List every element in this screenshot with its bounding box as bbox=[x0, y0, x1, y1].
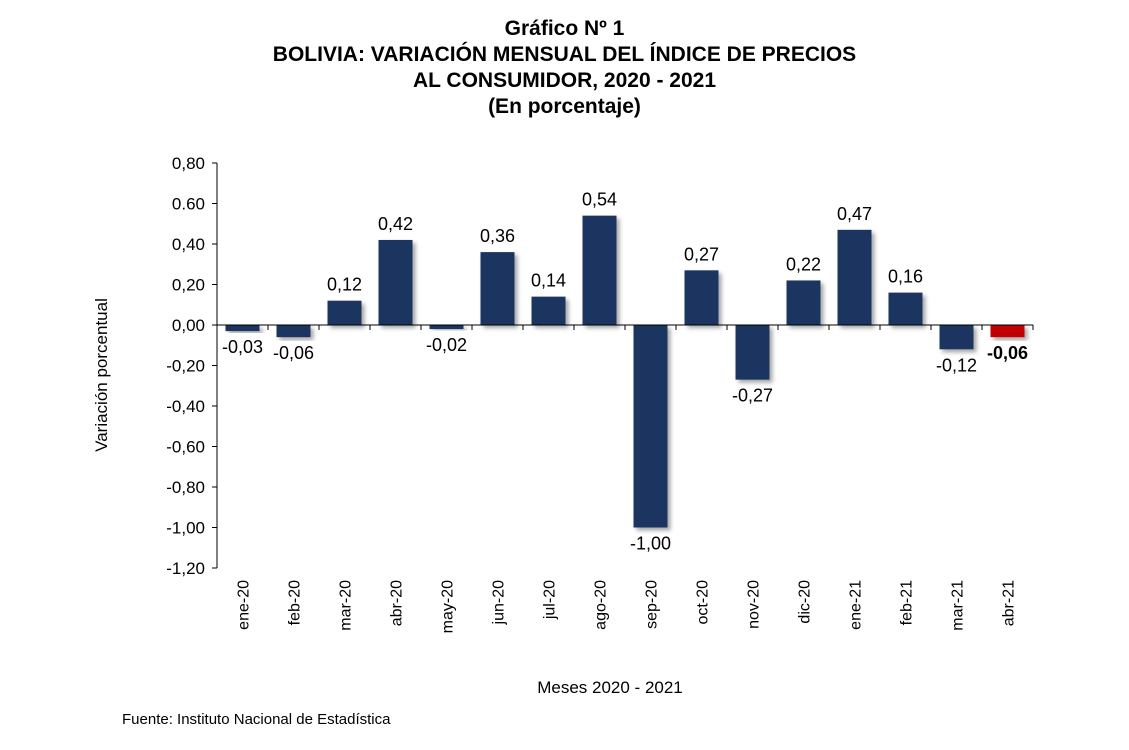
bar-jul-20 bbox=[531, 296, 566, 325]
x-tick-label: nov-20 bbox=[746, 580, 763, 629]
bar-feb-20 bbox=[276, 325, 311, 338]
y-tick-label: 0,20 bbox=[172, 276, 205, 295]
chart-title: Gráfico Nº 1 bbox=[504, 17, 625, 40]
bar-nov-20 bbox=[735, 325, 770, 380]
bar-sep-20 bbox=[633, 325, 668, 528]
y-axis-title: Variación porcentual bbox=[92, 298, 111, 452]
x-tick-label: jul-20 bbox=[542, 580, 559, 620]
data-label: 0,12 bbox=[327, 275, 362, 295]
x-tick-label: may-20 bbox=[440, 580, 457, 633]
y-tick-label: -1,20 bbox=[166, 559, 205, 578]
y-tick-label: 0,80 bbox=[172, 154, 205, 173]
x-tick-label: sep-20 bbox=[644, 580, 661, 629]
x-tick-label: mar-20 bbox=[338, 580, 355, 631]
x-tick-label: abr-21 bbox=[1001, 580, 1018, 626]
x-tick-label: ene-21 bbox=[848, 580, 865, 630]
x-tick-label: oct-20 bbox=[695, 580, 712, 625]
x-tick-label: dic-20 bbox=[797, 580, 814, 624]
chart-subtitle-line-2: AL CONSUMIDOR, 2020 - 2021 bbox=[412, 69, 717, 92]
chart-subtitle-line-1: BOLIVIA: VARIACIÓN MENSUAL DEL ÍNDICE DE… bbox=[272, 43, 857, 66]
bar-abr-21 bbox=[990, 325, 1025, 338]
bar-feb-21 bbox=[888, 292, 923, 325]
y-tick-label: -0,80 bbox=[166, 478, 205, 497]
bar-may-20 bbox=[429, 325, 464, 330]
y-tick-label: -0,60 bbox=[166, 438, 205, 457]
bar-abr-20 bbox=[378, 239, 413, 325]
data-label: 0,27 bbox=[684, 244, 719, 264]
data-label: -0,06 bbox=[987, 343, 1028, 363]
data-label: 0,14 bbox=[531, 271, 566, 291]
chart-title-block: Gráfico Nº 1 BOLIVIA: VARIACIÓN MENSUAL … bbox=[0, 16, 1129, 120]
data-label: -0,03 bbox=[222, 337, 263, 357]
data-label: 0,16 bbox=[888, 267, 923, 287]
data-label: -0,02 bbox=[426, 335, 467, 355]
x-tick-label: feb-21 bbox=[899, 580, 916, 625]
data-label: -0,06 bbox=[273, 343, 314, 363]
data-label: -0,12 bbox=[936, 355, 977, 375]
bar-jun-20 bbox=[480, 252, 515, 325]
x-tick-label: abr-20 bbox=[389, 580, 406, 626]
x-tick-label: mar-21 bbox=[950, 580, 967, 631]
y-tick-label: -0,40 bbox=[166, 397, 205, 416]
bar-oct-20 bbox=[684, 270, 719, 325]
x-tick-label: ago-20 bbox=[593, 580, 610, 630]
source-note: Fuente: Instituto Nacional de Estadístic… bbox=[122, 711, 391, 728]
chart-subtitle-line-3: (En porcentaje) bbox=[488, 95, 641, 118]
bar-ago-20 bbox=[582, 215, 617, 325]
x-tick-label: jun-20 bbox=[491, 580, 508, 626]
y-tick-label: 0,40 bbox=[172, 235, 205, 254]
bar-ene-21 bbox=[837, 229, 872, 325]
data-label: -0,27 bbox=[732, 386, 773, 406]
data-label: -1,00 bbox=[630, 534, 671, 554]
x-axis-title: Meses 2020 - 2021 bbox=[537, 678, 683, 697]
bar-mar-21 bbox=[939, 325, 974, 350]
data-label: 0,36 bbox=[480, 226, 515, 246]
data-label: 0,47 bbox=[837, 204, 872, 224]
y-tick-label: 0,00 bbox=[172, 316, 205, 335]
bar-dic-20 bbox=[786, 280, 821, 325]
bar-ene-20 bbox=[225, 325, 260, 332]
data-label: 0,54 bbox=[582, 190, 617, 210]
y-tick-label: -1,00 bbox=[166, 519, 205, 538]
y-tick-label: 0.60 bbox=[172, 195, 205, 214]
x-tick-label: ene-20 bbox=[236, 580, 253, 630]
bar-mar-20 bbox=[327, 300, 362, 325]
y-tick-label: -0,20 bbox=[166, 357, 205, 376]
data-label: 0,42 bbox=[378, 214, 413, 234]
x-tick-label: feb-20 bbox=[287, 580, 304, 625]
data-label: 0,22 bbox=[786, 254, 821, 274]
